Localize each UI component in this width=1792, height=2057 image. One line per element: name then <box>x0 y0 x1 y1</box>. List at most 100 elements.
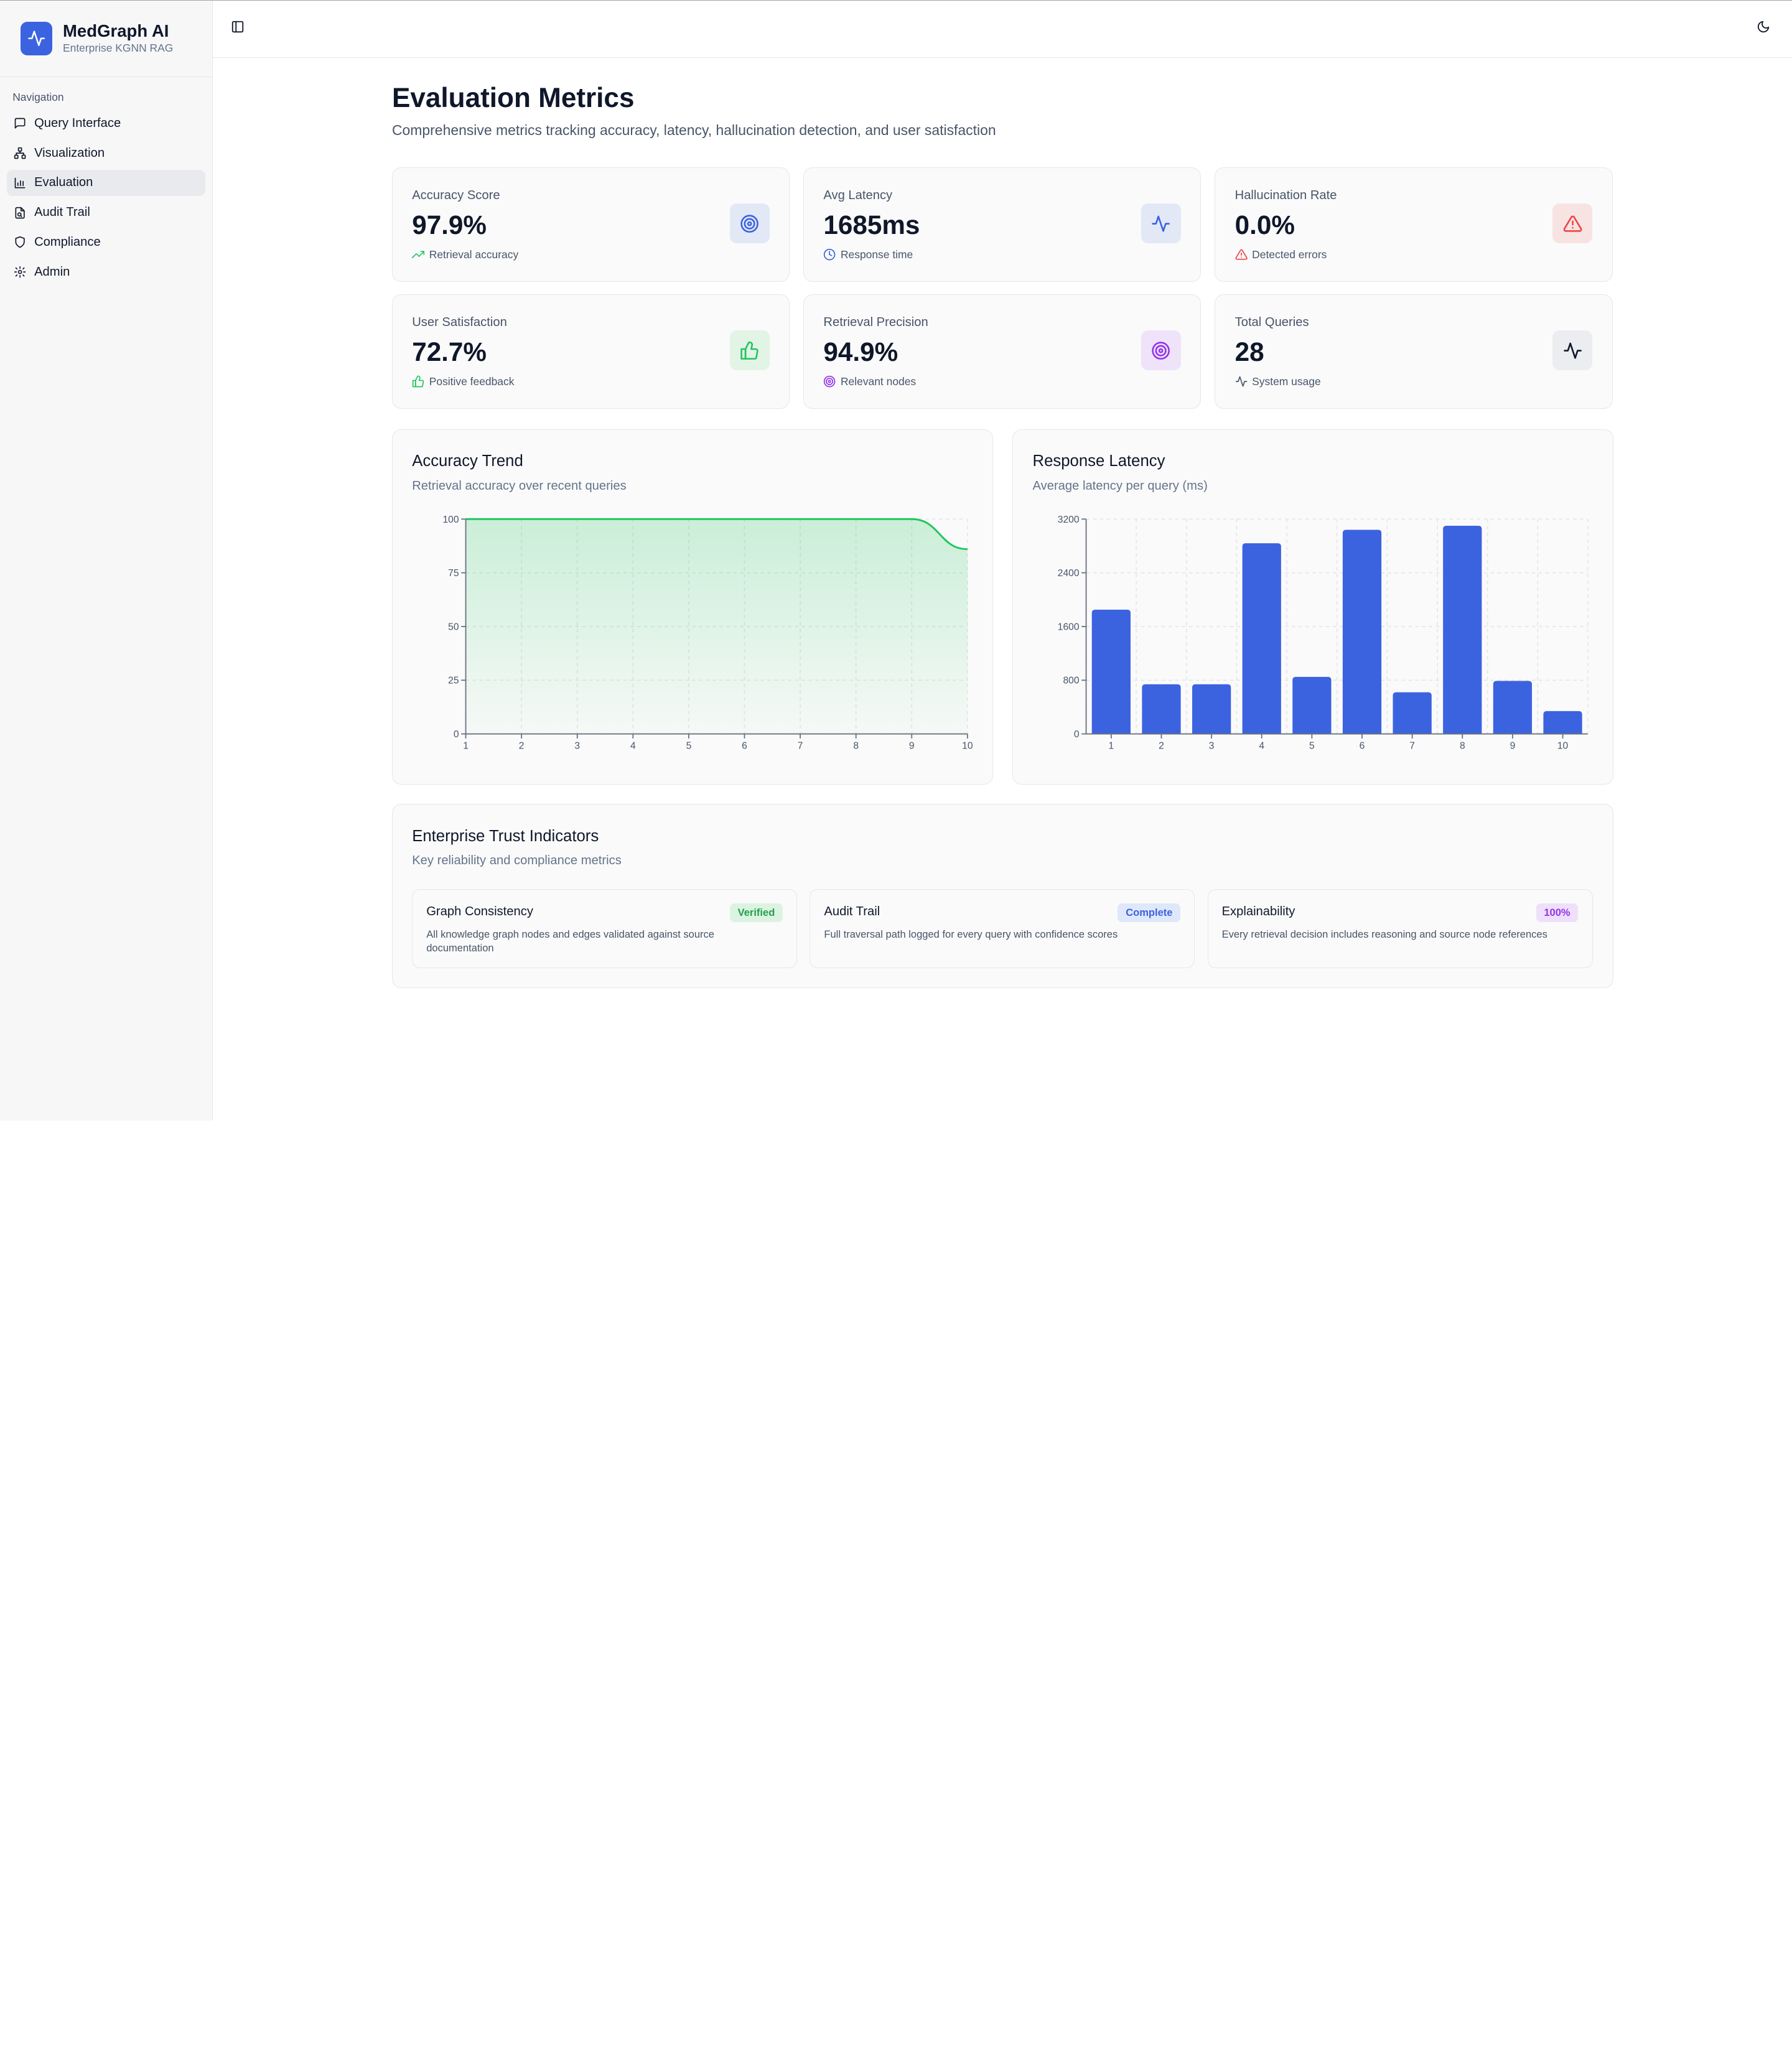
brand-subtitle: Enterprise KGNN RAG <box>62 41 174 54</box>
x-tick-label: 4 <box>630 740 636 751</box>
x-tick-label: 7 <box>1410 740 1416 751</box>
trust-item-title: Audit Trail <box>824 904 880 918</box>
bar <box>1142 684 1181 734</box>
bar <box>1543 711 1582 734</box>
sidebar-item-label: Audit Trail <box>34 205 90 220</box>
series-line <box>465 518 968 550</box>
trust-item-explainability: Explainability 100% Every retrieval deci… <box>1207 889 1593 968</box>
metric-caption: Response time <box>840 248 913 261</box>
clock-icon <box>824 248 836 261</box>
activity-icon <box>1563 342 1582 359</box>
page-subtitle: Comprehensive metrics tracking accuracy,… <box>391 121 996 138</box>
trust-item-graph-consistency: Graph Consistency Verified All knowledge… <box>412 889 798 968</box>
status-badge: Verified <box>729 903 783 922</box>
sidebar-item-visualization[interactable]: Visualization <box>7 140 205 166</box>
alert-triangle-icon <box>1563 215 1582 232</box>
activity-icon <box>21 22 53 55</box>
metric-caption: Relevant nodes <box>840 375 917 388</box>
activity-icon <box>1152 215 1170 232</box>
sidebar-toggle-icon[interactable] <box>231 20 245 34</box>
x-tick-label: 4 <box>1259 740 1265 751</box>
y-tick-label: 75 <box>448 568 459 579</box>
x-tick-label: 10 <box>1557 740 1569 751</box>
metric-caption: Retrieval accuracy <box>429 248 519 261</box>
status-badge: 100% <box>1536 903 1579 922</box>
trust-item-desc: Every retrieval decision includes reason… <box>1221 928 1547 940</box>
accuracy-trend-chart: 0 25 50 75 100 1 2 3 4 5 6 7 8 9 10 <box>442 515 973 752</box>
sidebar-item-compliance[interactable]: Compliance <box>7 229 205 255</box>
trending-up-icon <box>412 251 425 259</box>
sidebar-item-admin[interactable]: Admin <box>7 259 205 285</box>
moon-icon[interactable] <box>1757 20 1770 34</box>
accuracy-trend-card: Accuracy Trend Retrieval accuracy over r… <box>391 429 994 785</box>
trust-item-desc: All knowledge graph nodes and edges vali… <box>426 928 714 954</box>
sidebar-item-query-interface[interactable]: Query Interface <box>7 110 205 136</box>
metric-label: Total Queries <box>1234 315 1309 330</box>
bar <box>1493 681 1533 734</box>
bar <box>1242 543 1282 734</box>
metric-label: Avg Latency <box>823 189 893 203</box>
x-tick-label: 1 <box>1109 740 1114 751</box>
metric-card-total-queries: Total Queries 28 System usage <box>1215 294 1613 409</box>
sidebar-item-label: Visualization <box>34 146 105 160</box>
target-icon <box>824 375 836 388</box>
nav-section-label: Navigation <box>12 91 64 104</box>
x-tick-label: 10 <box>962 740 973 751</box>
brand[interactable]: MedGraph AI Enterprise KGNN RAG <box>0 1 212 78</box>
y-tick-label: 25 <box>448 675 459 686</box>
response-latency-chart: 0 800 1600 2400 3200 1 2 3 4 5 6 7 8 9 10 <box>1058 515 1589 751</box>
thumbs-up-icon <box>740 341 758 360</box>
x-tick-label: 8 <box>853 740 859 751</box>
chart-subtitle: Average latency per query (ms) <box>1032 478 1208 493</box>
metric-label: Retrieval Precision <box>823 315 928 330</box>
brand-name: MedGraph AI <box>62 21 169 41</box>
x-tick-label: 6 <box>742 740 747 751</box>
metric-card-accuracy: Accuracy Score 97.9% Retrieval accuracy <box>391 167 790 282</box>
metric-label: Hallucination Rate <box>1234 189 1337 203</box>
x-tick-label: 5 <box>686 740 692 751</box>
target-icon <box>1152 341 1170 360</box>
page-title: Evaluation Metrics <box>391 83 635 114</box>
x-tick-label: 3 <box>574 740 580 751</box>
sidebar-item-label: Admin <box>34 264 70 279</box>
bar <box>1343 529 1382 734</box>
message-square-icon <box>14 118 26 129</box>
metric-label: Accuracy Score <box>412 189 500 203</box>
metric-value: 0.0% <box>1234 210 1295 240</box>
y-tick-label: 2400 <box>1058 568 1080 579</box>
thumbs-up-icon <box>413 375 424 388</box>
metric-value: 94.9% <box>823 337 898 366</box>
sidebar-item-evaluation[interactable]: Evaluation <box>7 169 205 196</box>
section-subtitle: Key reliability and compliance metrics <box>412 854 622 868</box>
bar-chart-icon <box>14 177 26 189</box>
y-tick-label: 100 <box>442 515 459 525</box>
bar <box>1393 692 1432 734</box>
metric-value: 28 <box>1234 337 1264 366</box>
y-tick-label: 1600 <box>1058 622 1080 632</box>
metric-card-precision: Retrieval Precision 94.9% Relevant nodes <box>803 294 1202 409</box>
trust-item-desc: Full traversal path logged for every que… <box>824 928 1118 940</box>
bar <box>1443 525 1482 734</box>
alert-triangle-icon <box>1235 249 1248 260</box>
network-icon <box>14 147 26 159</box>
x-tick-label: 2 <box>519 740 525 751</box>
sidebar-item-label: Query Interface <box>34 116 121 130</box>
section-title: Enterprise Trust Indicators <box>412 827 599 845</box>
chart-subtitle: Retrieval accuracy over recent queries <box>412 478 627 493</box>
sidebar-item-audit-trail[interactable]: Audit Trail <box>7 199 205 225</box>
y-tick-label: 50 <box>448 622 459 632</box>
trust-indicators-card: Enterprise Trust Indicators Key reliabil… <box>391 804 1614 988</box>
bar <box>1292 676 1332 734</box>
y-tick-label: 3200 <box>1058 515 1080 525</box>
bar <box>1192 684 1231 734</box>
x-tick-label: 9 <box>1510 740 1516 751</box>
metric-card-hallucination: Hallucination Rate 0.0% Detected errors <box>1215 167 1613 282</box>
trust-item-title: Graph Consistency <box>426 904 533 918</box>
area-fill <box>465 519 968 734</box>
file-audit-icon <box>15 207 25 218</box>
metric-value: 72.7% <box>412 337 487 366</box>
status-badge: Complete <box>1118 903 1181 922</box>
gear-icon <box>14 266 26 278</box>
shield-icon <box>15 236 25 248</box>
sidebar: MedGraph AI Enterprise KGNN RAG Navigati… <box>0 1 213 1121</box>
